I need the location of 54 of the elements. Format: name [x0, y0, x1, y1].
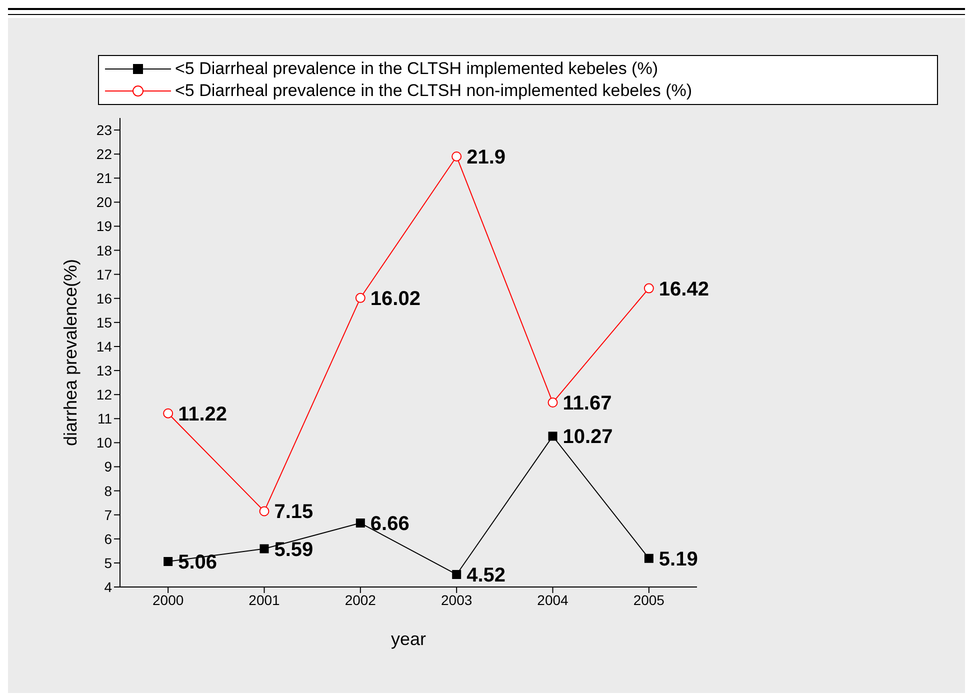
data-label: 5.59	[274, 538, 314, 561]
point	[356, 518, 365, 528]
point	[644, 283, 654, 294]
y-axis-title: diarrhea prevalence(%)	[60, 258, 80, 446]
y-tick-label: 6	[104, 530, 112, 547]
point	[259, 506, 270, 516]
legend-label: <5 Diarrheal prevalence in the CLTSH implemented kebeles (%)	[175, 59, 658, 79]
data-label: 5.19	[658, 548, 698, 570]
y-tick-label: 10	[96, 434, 112, 451]
y-tick-label: 5	[104, 554, 112, 571]
data-label: 7.15	[274, 501, 314, 524]
point	[452, 151, 462, 162]
y-tick-label: 22	[96, 146, 112, 162]
x-tick-label: 2005	[633, 592, 665, 608]
x-tick-label: 2002	[344, 592, 376, 608]
point	[548, 398, 558, 408]
point	[452, 570, 462, 579]
point	[355, 292, 366, 303]
y-tick-label: 4	[104, 578, 112, 595]
y-tick-label: 15	[96, 314, 112, 330]
data-label: 21.9	[466, 146, 506, 168]
data-label: 5.06	[178, 552, 218, 574]
y-tick-label: 19	[96, 218, 112, 234]
y-tick-label: 18	[96, 242, 112, 258]
y-tick-label: 7	[104, 506, 112, 523]
point	[164, 557, 173, 566]
y-tick-label: 12	[96, 386, 112, 403]
data-label: 16.02	[370, 288, 420, 310]
y-tick-label: 21	[96, 170, 112, 186]
x-tick-label: 2003	[441, 592, 472, 608]
data-label: 4.52	[466, 564, 506, 586]
data-label: 16.42	[658, 278, 709, 300]
point	[163, 408, 174, 418]
point	[548, 432, 558, 441]
y-tick-label: 23	[96, 122, 112, 138]
data-label: 10.27	[562, 426, 613, 448]
y-tick-label: 11	[97, 410, 112, 427]
legend-label: <5 Diarrheal prevalence in the CLTSH non-implemented kebeles (%)	[175, 81, 692, 101]
x-tick-label: 2000	[152, 592, 184, 608]
y-tick-label: 8	[104, 482, 112, 499]
y-tick-label: 13	[96, 362, 112, 379]
point	[644, 554, 654, 563]
data-label: 11.22	[178, 403, 228, 426]
x-tick-label: 2001	[248, 592, 280, 608]
x-tick-label: 2004	[537, 592, 569, 608]
data-label: 11.67	[562, 392, 612, 415]
y-tick-label: 20	[96, 194, 112, 210]
y-tick-label: 16	[96, 290, 112, 306]
data-label: 6.66	[370, 513, 410, 536]
y-tick-label: 9	[104, 458, 112, 475]
y-tick-label: 14	[96, 338, 112, 354]
x-axis-title: year	[390, 629, 426, 649]
y-tick-label: 17	[96, 266, 112, 282]
point	[260, 544, 269, 554]
